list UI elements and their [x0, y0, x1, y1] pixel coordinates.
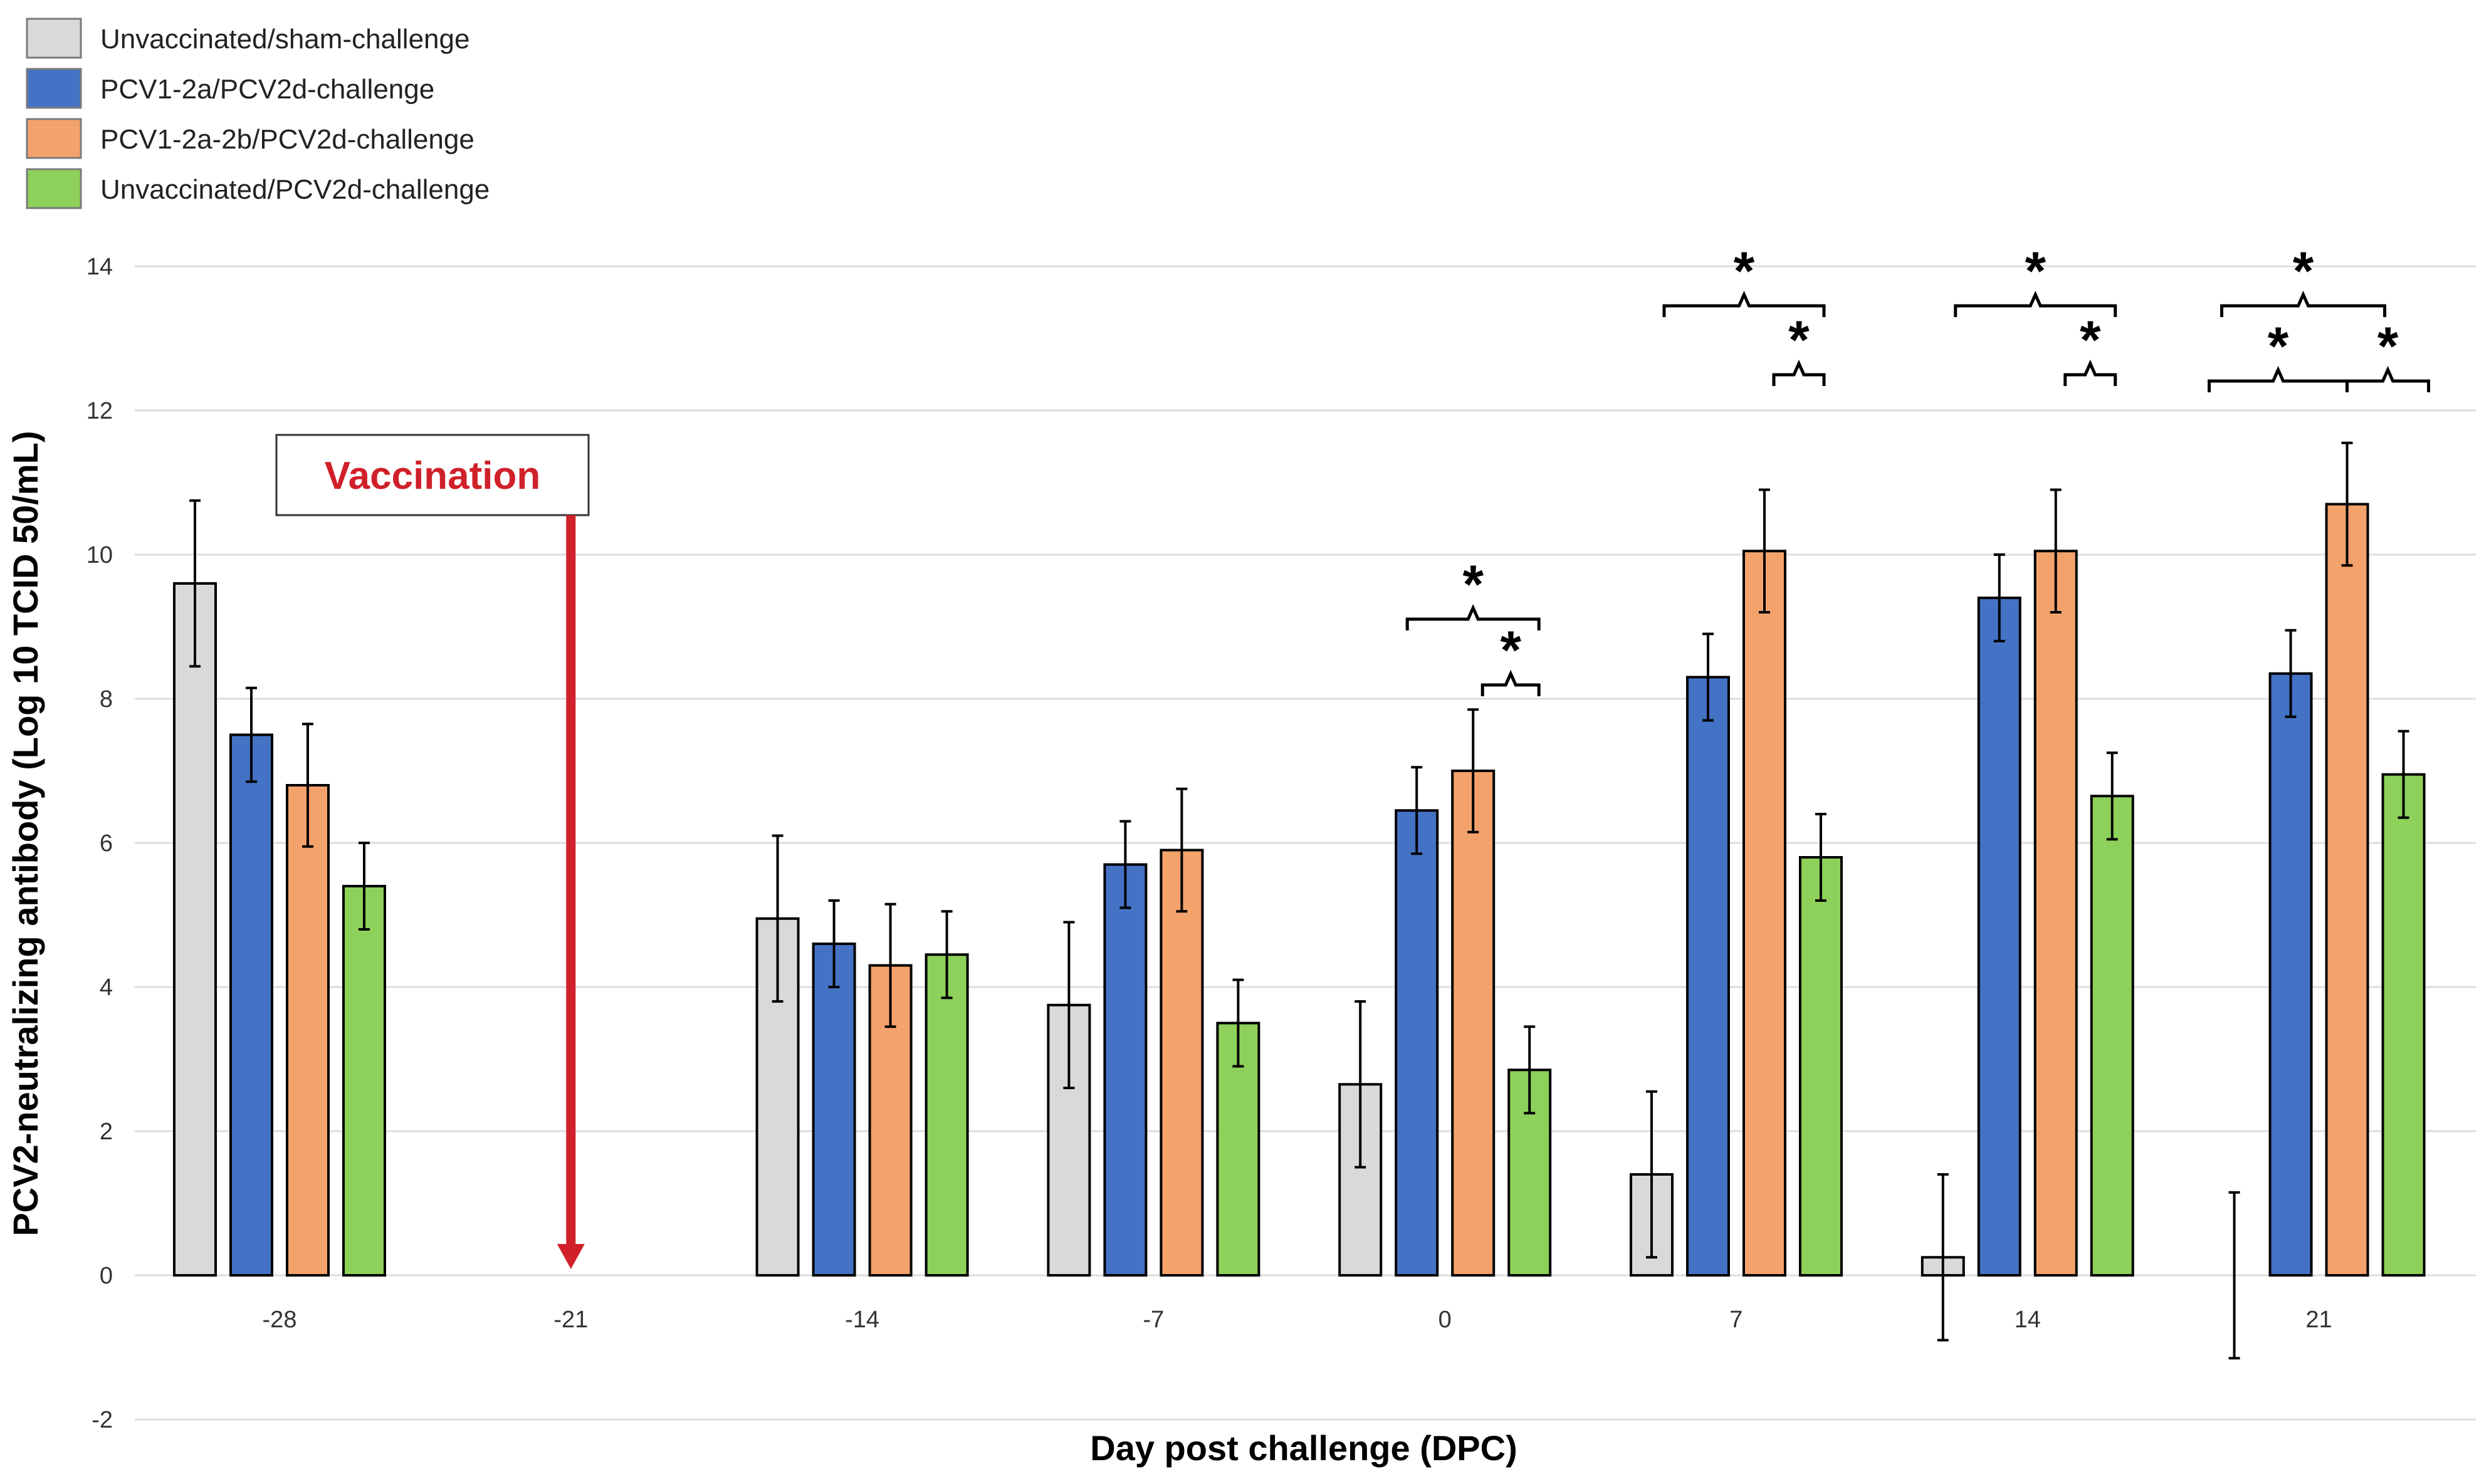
significance-star: * — [1734, 241, 1755, 301]
significance-star: * — [2080, 310, 2101, 370]
legend-swatch — [26, 18, 82, 59]
significance-bracket — [2345, 365, 2431, 392]
x-axis-title: Day post challenge (DPC) — [1090, 1428, 1517, 1468]
y-tick-label: 14 — [86, 254, 113, 280]
bars — [173, 503, 2426, 1277]
significance-star: * — [2377, 316, 2399, 377]
bar-pcv1-2a — [2268, 672, 2313, 1277]
x-tick-label: 14 — [2015, 1307, 2041, 1333]
bar-pcv1-2a-2b — [286, 784, 330, 1277]
significance-bracket — [2220, 290, 2387, 317]
x-tick-label: -7 — [1143, 1307, 1165, 1333]
legend-label: PCV1-2a-2b/PCV2d-challenge — [100, 124, 474, 155]
x-tick-label: -21 — [553, 1307, 588, 1333]
y-tick-label: 12 — [86, 398, 113, 424]
bar-pcv1-2a-2b — [2325, 503, 2369, 1277]
y-tick-label: 10 — [86, 542, 113, 568]
legend-label: PCV1-2a/PCV2d-challenge — [100, 74, 434, 105]
bar-pcv1-2a-2b — [1742, 550, 1786, 1277]
bar-unvaccinated-pcv2d — [2381, 773, 2426, 1277]
significance-bracket — [1405, 604, 1541, 630]
significance-star: * — [1462, 555, 1484, 615]
significance-star: * — [2025, 241, 2046, 301]
bar-pcv1-2a — [1686, 676, 1730, 1277]
bar-unvaccinated-sham — [173, 582, 217, 1277]
y-tick-label: 6 — [100, 830, 113, 857]
bar-pcv1-2a — [229, 733, 273, 1277]
y-axis-title: PCV2-neutralizing antibody (Log 10 TCID … — [6, 431, 45, 1236]
significance-star: * — [1500, 620, 1521, 681]
legend-label: Unvaccinated/sham-challenge — [100, 24, 469, 55]
significance-bracket — [2063, 359, 2117, 386]
bar-pcv1-2a — [1103, 863, 1148, 1277]
legend-label: Unvaccinated/PCV2d-challenge — [100, 174, 490, 205]
vaccination-annotation: Vaccination — [275, 434, 590, 1269]
bar-unvaccinated-pcv2d — [1507, 1069, 1552, 1277]
y-tick-label: 0 — [100, 1263, 113, 1289]
y-tick-label: 8 — [100, 686, 113, 713]
bar-unvaccinated-pcv2d — [342, 885, 386, 1277]
bar-unvaccinated-pcv2d — [925, 953, 969, 1277]
x-tick-label: 21 — [2305, 1307, 2332, 1333]
vaccination-label-box — [275, 434, 590, 516]
y-tick-label: 2 — [100, 1119, 113, 1145]
significance-bracket — [1954, 290, 2117, 317]
vaccination-label: Vaccination — [325, 454, 541, 498]
y-tick-label: 4 — [100, 975, 113, 1001]
bar-pcv1-2a — [812, 943, 856, 1277]
x-axis-ticks: -28-21-14-707142128 — [263, 1307, 2332, 1333]
legend-swatch — [26, 118, 82, 159]
significance-brackets: ************ — [1405, 241, 2431, 696]
significance-bracket — [1772, 359, 1826, 386]
significance-star: * — [2293, 241, 2314, 301]
bar-pcv1-2a — [1395, 809, 1439, 1277]
x-tick-label: -14 — [845, 1307, 879, 1333]
bar-pcv1-2a-2b — [2033, 550, 2078, 1277]
bar-pcv1-2a-2b — [1451, 770, 1496, 1277]
significance-star: * — [2268, 316, 2289, 377]
y-tick-label: -2 — [92, 1407, 113, 1433]
x-tick-label: 7 — [1729, 1307, 1742, 1333]
y-axis-ticks: -2 0 2 4 6 8 10 12 14 — [86, 254, 113, 1433]
legend-swatch — [26, 168, 82, 209]
significance-bracket — [1662, 290, 1826, 317]
x-tick-label: 0 — [1438, 1307, 1452, 1333]
gridlines — [135, 265, 2476, 1421]
error-bars — [189, 441, 2409, 1360]
bar-unvaccinated-pcv2d — [1799, 856, 1843, 1277]
bar-unvaccinated-pcv2d — [2090, 795, 2134, 1277]
bar-pcv1-2a-2b — [1160, 849, 1204, 1277]
legend: Unvaccinated/sham-challenge PCV1-2a/PCV2d… — [26, 18, 490, 209]
bar-pcv1-2a — [1977, 597, 2021, 1277]
significance-bracket — [1480, 669, 1541, 696]
legend-swatch — [26, 68, 82, 109]
significance-star: * — [1788, 310, 1810, 370]
vaccination-arrow-head — [557, 1244, 585, 1269]
x-tick-label: -28 — [263, 1307, 297, 1333]
